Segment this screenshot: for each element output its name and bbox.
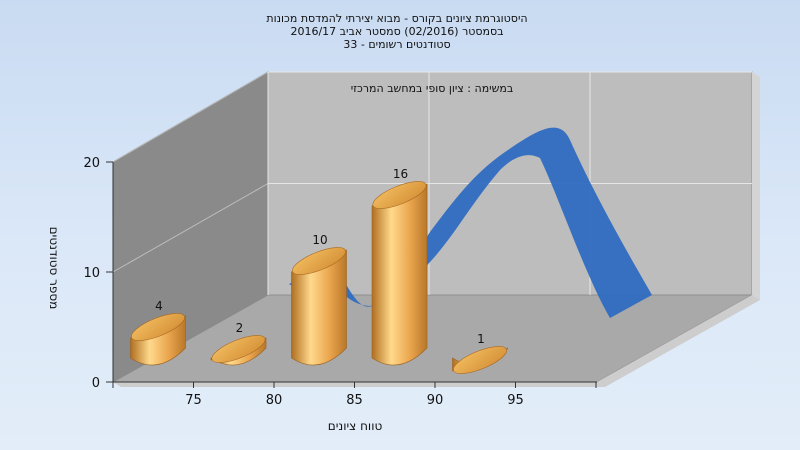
- y-tick-label: 0: [92, 376, 100, 391]
- bar-value-label: 2: [236, 321, 244, 335]
- chart-title-line-1: היסטוגרמת ציונים בקורס - מבוא יצירתי להמ…: [266, 12, 527, 25]
- grid-line: [112, 183, 269, 273]
- chart-title-line-2: בסמסטר (02/2016) סמסטר אביב 2016/17: [290, 25, 503, 38]
- x-ticks: 75 80 85 90 95: [112, 382, 597, 408]
- bar-value-label: 1: [477, 332, 485, 346]
- value-labels: 4 2 10 16 1: [155, 167, 485, 346]
- floor-right-edge: [597, 295, 760, 387]
- bar-value-label: 16: [393, 167, 408, 181]
- x-tick-label: 85: [346, 393, 363, 408]
- bar: [130, 313, 186, 366]
- x-tick-label: 95: [507, 393, 524, 408]
- y-axis-label: מספר סטודנטים: [47, 227, 61, 310]
- bar: [452, 346, 508, 374]
- distribution-curve: [289, 127, 652, 318]
- bar: [210, 335, 267, 366]
- bars: [130, 181, 508, 374]
- x-tick-label: 75: [185, 393, 202, 408]
- back-wall-edge: [752, 72, 760, 300]
- bar: [371, 181, 428, 366]
- y-tick-label: 10: [83, 266, 100, 281]
- y-ticks: 0 10 20: [83, 156, 113, 391]
- floor-front-edge: [113, 382, 605, 387]
- x-tick-label: 90: [427, 393, 444, 408]
- chart-subtitle: במשימה : ציון סופי במחשב המרכזי: [351, 82, 514, 95]
- chart-title-line-3: סטודנטים רשומים - 33: [343, 38, 450, 51]
- x-tick-label: 80: [266, 393, 283, 408]
- bar: [291, 247, 347, 366]
- x-axis-label: טווח ציונים: [328, 419, 383, 433]
- grid-line: [112, 71, 269, 163]
- bar-value-label: 4: [155, 299, 163, 313]
- y-tick-label: 20: [83, 156, 100, 171]
- grid-lines: [112, 71, 752, 295]
- bar-value-label: 10: [312, 233, 327, 247]
